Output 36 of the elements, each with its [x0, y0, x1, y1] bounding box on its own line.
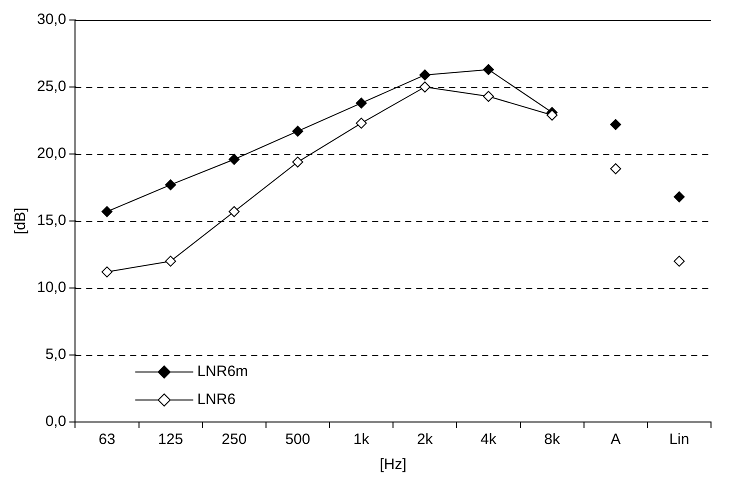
y-tick-label: 5,0 [45, 346, 66, 364]
x-tick-label: 250 [222, 431, 247, 448]
point [101, 266, 112, 278]
x-tick-label: 4k [480, 431, 497, 448]
x-axis-title: [Hz] [380, 456, 406, 474]
point [228, 206, 240, 218]
x-tick-label: 1k [353, 431, 370, 448]
point [101, 206, 112, 218]
point [356, 118, 367, 129]
x-tick-label: A [610, 431, 621, 448]
y-axis-title: [dB] [12, 208, 30, 234]
point [546, 110, 558, 121]
point [419, 69, 430, 80]
y-tick-label: 0,0 [45, 413, 66, 430]
point [292, 156, 304, 168]
point [419, 82, 430, 92]
point [292, 126, 304, 137]
y-tick-label: 30,0 [36, 11, 66, 28]
y-tick-label: 10,0 [36, 279, 66, 296]
legend-label: LNR6 [197, 391, 236, 408]
x-tick-label: 500 [285, 431, 310, 448]
y-tick-label: 15,0 [36, 212, 66, 230]
x-tick-label: Lin [669, 431, 690, 448]
x-tick-label: 8k [544, 431, 560, 448]
point [228, 154, 240, 165]
point [165, 179, 176, 190]
legend-label: LNR6m [197, 363, 248, 380]
point [482, 90, 494, 102]
point [165, 256, 176, 267]
point [356, 98, 367, 109]
y-tick-label: 25,0 [36, 78, 66, 96]
point [482, 64, 494, 76]
x-tick-label: 2k [416, 431, 434, 448]
y-tick-label: 20,0 [36, 145, 66, 162]
x-tick-label: 63 [98, 431, 116, 448]
x-tick-label: 125 [158, 431, 184, 448]
